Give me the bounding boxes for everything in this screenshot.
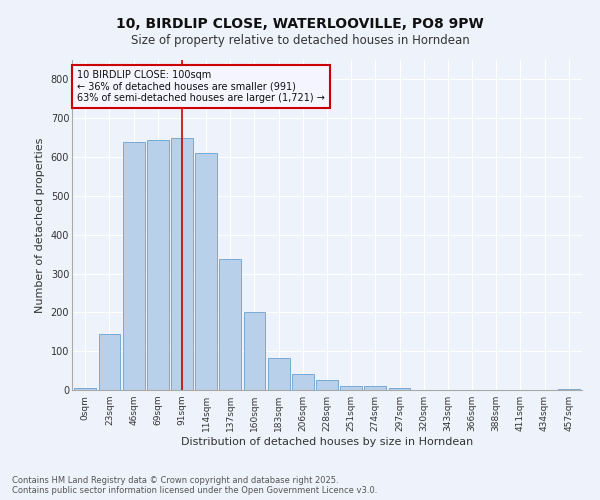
Bar [389, 388, 410, 390]
Bar [558, 389, 580, 390]
Text: Contains HM Land Registry data © Crown copyright and database right 2025.
Contai: Contains HM Land Registry data © Crown c… [12, 476, 377, 495]
Bar [98, 334, 121, 390]
X-axis label: Distribution of detached houses by size in Horndean: Distribution of detached houses by size … [181, 437, 473, 447]
Bar [268, 358, 290, 390]
Text: 10, BIRDLIP CLOSE, WATERLOOVILLE, PO8 9PW: 10, BIRDLIP CLOSE, WATERLOOVILLE, PO8 9P… [116, 18, 484, 32]
Bar [316, 380, 338, 390]
Bar [171, 138, 193, 390]
Bar [292, 374, 314, 390]
Bar [340, 386, 362, 390]
Text: 10 BIRDLIP CLOSE: 100sqm
← 36% of detached houses are smaller (991)
63% of semi-: 10 BIRDLIP CLOSE: 100sqm ← 36% of detach… [77, 70, 325, 103]
Bar [364, 386, 386, 390]
Bar [123, 142, 145, 390]
Text: Size of property relative to detached houses in Horndean: Size of property relative to detached ho… [131, 34, 469, 47]
Y-axis label: Number of detached properties: Number of detached properties [35, 138, 45, 312]
Bar [74, 388, 96, 390]
Bar [244, 312, 265, 390]
Bar [147, 140, 169, 390]
Bar [195, 153, 217, 390]
Bar [220, 259, 241, 390]
